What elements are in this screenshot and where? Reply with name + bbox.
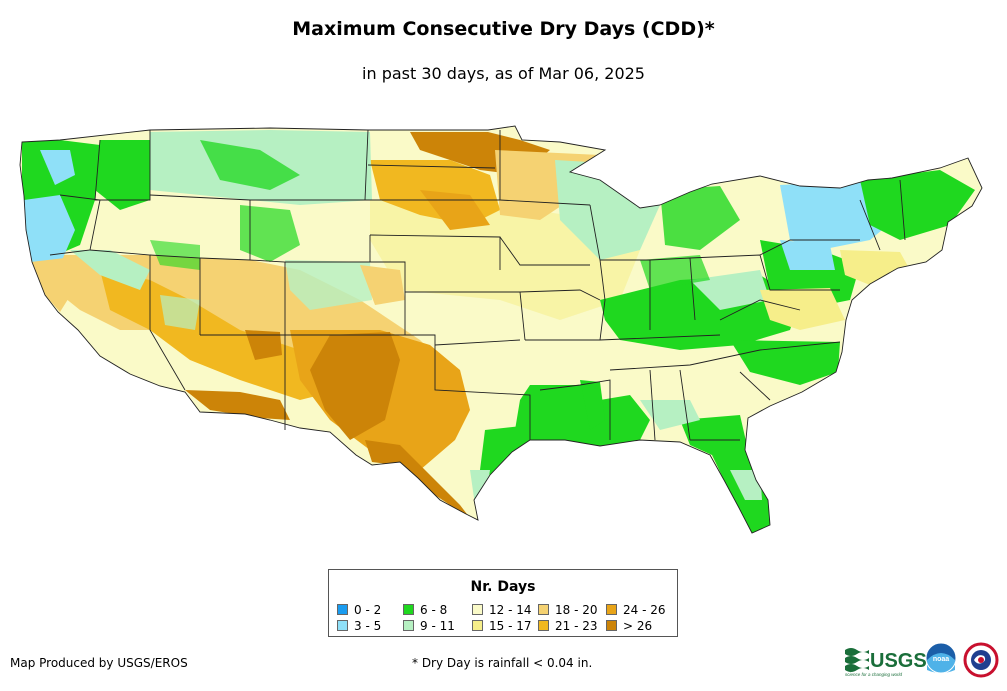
map-title: Maximum Consecutive Dry Days (CDD)* <box>292 18 715 40</box>
svg-text:USGS: USGS <box>870 650 927 672</box>
legend-swatch <box>337 620 348 631</box>
legend-label: 15 - 17 <box>489 619 532 633</box>
legend-label: > 26 <box>623 619 653 633</box>
legend-label: 18 - 20 <box>555 603 598 617</box>
legend-label: 24 - 26 <box>623 603 666 617</box>
legend-swatch <box>606 604 617 615</box>
dry-day-footnote: * Dry Day is rainfall < 0.04 in. <box>412 656 593 670</box>
legend-swatch <box>472 620 483 631</box>
usgs-logo: USGS science for a changing world <box>845 648 927 677</box>
map-credit: Map Produced by USGS/EROS <box>10 656 188 670</box>
legend-swatch <box>403 620 414 631</box>
legend-label: 12 - 14 <box>489 603 532 617</box>
state-boundaries <box>19 125 983 534</box>
agency-logos: USGS science for a changing world noaa <box>845 642 999 678</box>
legend-swatch <box>538 604 549 615</box>
legend-swatch <box>403 604 414 615</box>
legend-swatch <box>472 604 483 615</box>
legend-title: Nr. Days <box>470 579 536 595</box>
legend-label: 0 - 2 <box>354 603 382 617</box>
legend-swatch <box>337 604 348 615</box>
legend-label: 9 - 11 <box>420 619 455 633</box>
legend: Nr. Days 0 - 2 3 - 5 6 - 8 9 - 11 12 - 1… <box>328 569 678 637</box>
nws-icon <box>963 642 999 678</box>
noaa-logo: noaa <box>925 642 957 674</box>
svg-text:science for a changing world: science for a changing world <box>845 672 903 677</box>
legend-swatch <box>606 620 617 631</box>
legend-swatch <box>538 620 549 631</box>
legend-label: 21 - 23 <box>555 619 598 633</box>
legend-label: 6 - 8 <box>420 603 448 617</box>
svg-text:noaa: noaa <box>933 656 949 663</box>
map-subtitle: in past 30 days, as of Mar 06, 2025 <box>362 64 645 83</box>
legend-label: 3 - 5 <box>354 619 382 633</box>
